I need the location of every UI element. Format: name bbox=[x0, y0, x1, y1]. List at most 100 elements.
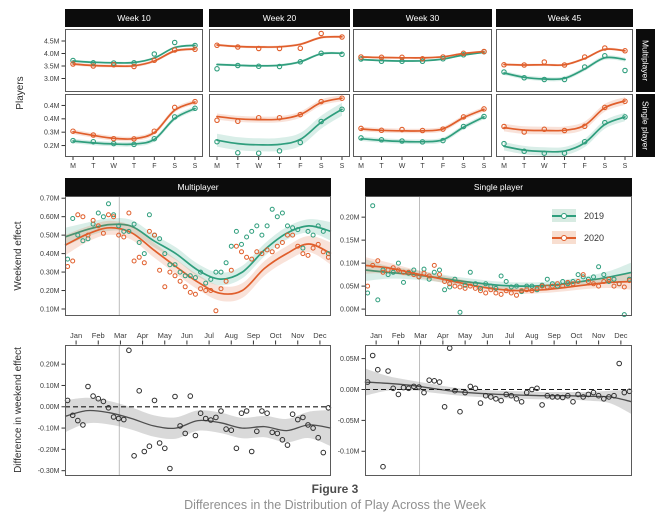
legend-label-2020: 2020 bbox=[584, 232, 605, 243]
scatter-2020 bbox=[65, 210, 331, 314]
svg-text:0.05M: 0.05M bbox=[340, 284, 360, 291]
legend-item-2019: 2019 bbox=[552, 209, 604, 222]
svg-text:S: S bbox=[461, 163, 466, 170]
legend-swatch-2019 bbox=[552, 209, 576, 222]
svg-text:Apr: Apr bbox=[137, 331, 149, 340]
svg-text:0.15M: 0.15M bbox=[340, 238, 360, 245]
legend-item-2020: 2020 bbox=[552, 231, 604, 244]
svg-text:0.00M: 0.00M bbox=[340, 387, 360, 394]
svg-text:3.5M: 3.5M bbox=[44, 63, 60, 70]
panel-border bbox=[353, 29, 492, 92]
svg-text:0.4M: 0.4M bbox=[44, 116, 60, 123]
svg-text:S: S bbox=[340, 163, 345, 170]
strip-weekend-single-player: Single player bbox=[365, 178, 632, 196]
panel-border bbox=[65, 94, 203, 157]
trend-2020 bbox=[360, 50, 485, 59]
svg-text:F: F bbox=[583, 163, 587, 170]
panel-border bbox=[365, 345, 632, 476]
svg-text:Feb: Feb bbox=[392, 331, 405, 340]
svg-text:Jun: Jun bbox=[181, 331, 193, 340]
scatter-2019 bbox=[65, 201, 331, 286]
weekend-effect-panel-single-player: 0.20M 0.15M 0.10M 0.05M 0.00M Jan Feb Mar Apr May… bbox=[340, 196, 633, 345]
trend-2019 bbox=[360, 116, 485, 143]
players-axis-label: Players bbox=[15, 76, 26, 110]
svg-text:0.70M: 0.70M bbox=[40, 196, 60, 203]
scatter-2020 bbox=[365, 258, 632, 298]
figure-caption-label: Figure 3 bbox=[311, 482, 359, 496]
svg-text:-0.10M: -0.10M bbox=[38, 425, 60, 432]
svg-text:W: W bbox=[255, 163, 262, 170]
svg-text:M: M bbox=[214, 163, 220, 170]
facet-strip-week-30: Week 30 bbox=[353, 9, 492, 27]
svg-text:Jan: Jan bbox=[70, 331, 82, 340]
svg-text:-0.05M: -0.05M bbox=[338, 418, 360, 425]
facet-strip-week-20: Week 20 bbox=[209, 9, 350, 27]
facet-strip-multiplayer-row: Multiplayer bbox=[636, 29, 655, 92]
svg-text:T: T bbox=[420, 163, 425, 170]
svg-text:-0.10M: -0.10M bbox=[338, 449, 360, 456]
svg-text:Jul: Jul bbox=[204, 331, 214, 340]
scatter-difference bbox=[64, 347, 332, 472]
ci-band-2019 bbox=[365, 259, 632, 290]
svg-text:T: T bbox=[236, 163, 241, 170]
points-2019 bbox=[214, 106, 345, 156]
ci-band-2020 bbox=[65, 220, 331, 302]
points-2019 bbox=[358, 113, 487, 145]
points-2020 bbox=[358, 106, 487, 134]
weekend-effect-panel-multiplayer: 0.70M 0.60M 0.50M 0.40M 0.30M 0.20M 0.10M Jan Fe… bbox=[40, 196, 332, 345]
svg-text:Jun: Jun bbox=[481, 331, 493, 340]
month-axis: Jan Feb Mar Apr May Jun Jul Aug Sep Oct Nov Dec bbox=[370, 331, 628, 345]
svg-text:T: T bbox=[522, 163, 527, 170]
svg-text:Mar: Mar bbox=[414, 331, 427, 340]
difference-axis-label: Difference in weekend effect bbox=[13, 347, 24, 473]
panel-border bbox=[65, 196, 331, 316]
svg-text:0.4M: 0.4M bbox=[44, 103, 60, 110]
panel-week-45-multiplayer bbox=[496, 29, 633, 92]
svg-text:0.20M: 0.20M bbox=[40, 362, 60, 369]
points-2019 bbox=[501, 53, 628, 83]
panel-border bbox=[209, 29, 350, 92]
svg-text:M: M bbox=[70, 163, 76, 170]
panel-border bbox=[496, 94, 633, 157]
ci-band-2020 bbox=[504, 47, 625, 67]
panel-border bbox=[65, 345, 331, 476]
weekend-effect-axis-label: Weekend effect bbox=[13, 221, 24, 291]
svg-text:0.3M: 0.3M bbox=[44, 130, 60, 137]
svg-text:T: T bbox=[379, 163, 384, 170]
svg-text:Mar: Mar bbox=[114, 331, 127, 340]
svg-text:W: W bbox=[110, 163, 117, 170]
points-2019 bbox=[70, 39, 198, 66]
svg-text:0.10M: 0.10M bbox=[340, 261, 360, 268]
points-2019 bbox=[501, 114, 628, 156]
figure-caption-title: Differences in the Distribution of Play … bbox=[184, 498, 486, 512]
points-2020 bbox=[70, 98, 198, 142]
scatter-difference bbox=[364, 345, 633, 470]
difference-panel-multiplayer: 0.20M 0.10M 0.00M -0.10M -0.20M -0.30M bbox=[38, 345, 332, 476]
svg-text:0.50M: 0.50M bbox=[40, 233, 60, 240]
ci-band-2020 bbox=[73, 99, 195, 142]
svg-text:Apr: Apr bbox=[437, 331, 449, 340]
smooth-2020 bbox=[64, 226, 332, 295]
difference-panel-single-player: 0.05M 0.00M -0.05M -0.10M bbox=[338, 345, 633, 476]
panel-week-20-multiplayer bbox=[209, 29, 350, 92]
ci-band-2019 bbox=[504, 112, 625, 157]
panel-border bbox=[209, 94, 350, 157]
trend-2019 bbox=[72, 107, 196, 146]
svg-text:-0.30M: -0.30M bbox=[38, 468, 60, 475]
svg-text:Oct: Oct bbox=[270, 331, 283, 340]
points-2019 bbox=[214, 50, 345, 72]
points-2020 bbox=[501, 45, 628, 68]
svg-text:F: F bbox=[152, 163, 156, 170]
svg-text:S: S bbox=[602, 163, 607, 170]
month-axis: Jan Feb Mar Apr May Jun Jul Aug Sep Oct Nov Dec bbox=[70, 331, 327, 345]
ci-band-2020 bbox=[504, 97, 625, 135]
svg-text:Aug: Aug bbox=[225, 331, 238, 340]
ci-band-difference bbox=[365, 368, 632, 415]
legend-swatch-2020 bbox=[552, 231, 576, 244]
svg-text:S: S bbox=[623, 163, 628, 170]
